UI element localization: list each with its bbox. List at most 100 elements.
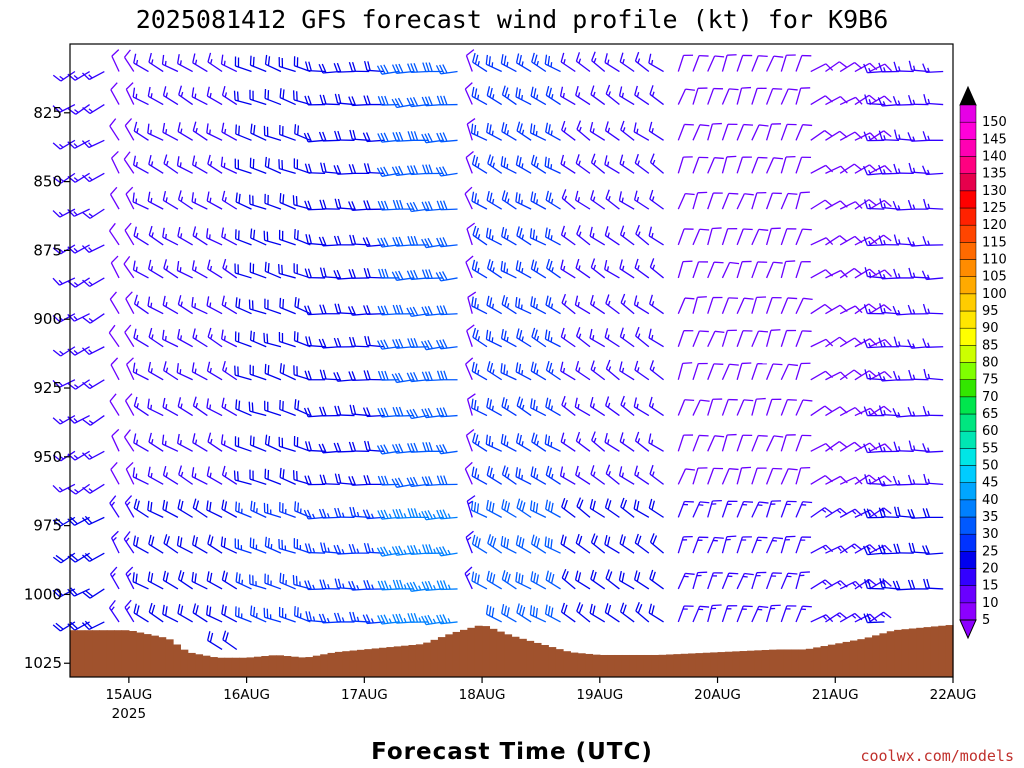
wind-barb [278,229,296,246]
barb-flag [348,61,353,72]
barb-flag [443,580,448,590]
barb-flag [352,336,357,347]
wind-barb [304,370,326,381]
wind-barb [574,397,591,417]
barb-flag [297,125,300,135]
wind-barb [278,606,296,623]
wind-barb [649,85,664,106]
barb-flag [207,327,212,338]
wind-barb [436,132,458,143]
barb-half-flag [551,473,554,479]
ground-terrain [482,626,491,677]
barb-flag [533,536,538,546]
barb-flag [488,399,492,409]
wind-barb [751,571,767,590]
wind-barb [863,508,885,519]
barb-flag [884,371,892,379]
barb-flag [132,535,136,546]
barb-flag [619,225,625,235]
barb-flag [148,225,153,236]
barb-flag [133,603,137,614]
barb-flag [384,370,389,381]
wind-barb [545,122,561,141]
wind-barb [378,268,399,279]
wind-barb [839,441,863,452]
barb-half-flag [550,405,553,411]
wind-barb [333,612,355,623]
wind-barb [111,49,120,72]
barb-flag [67,588,75,597]
barb-flag [348,164,353,174]
barb-flag [67,246,76,254]
barb-flag [548,572,552,582]
barb-flag [802,228,812,231]
barb-flag [591,431,596,441]
barb-flag [648,226,653,237]
barb-flag [907,339,913,349]
barb-flag [633,122,637,132]
barb-half-flag [636,196,640,202]
barb-half-flag [622,58,625,64]
wind-barb [545,397,561,417]
barb-half-flag [403,549,407,555]
barb-half-flag [868,308,872,314]
ground-terrain [563,651,571,677]
barb-shaft [765,435,775,452]
colorbar-label: 20 [982,562,999,577]
wind-barb [81,620,105,630]
barb-shaft [677,193,686,210]
barb-shaft [108,332,120,348]
wind-barb [869,443,892,452]
wind-barb [279,125,296,141]
barb-shaft [692,297,699,314]
barb-flag [151,604,156,615]
barb-flag [352,130,357,140]
wind-barb [191,362,208,381]
barb-flag [518,330,523,340]
wind-barb [162,499,179,518]
barb-flag [82,174,90,183]
wind-barb [207,52,223,73]
barb-flag [471,398,474,409]
barb-flag [318,131,324,142]
barb-flag [439,237,445,247]
barb-shaft [780,228,788,246]
barb-flag [648,121,653,132]
barb-flag [864,369,868,379]
barb-flag [399,199,404,210]
wind-barb [263,502,282,518]
barb-flag [533,261,537,271]
wind-barb [464,82,473,105]
barb-flag [635,224,640,235]
barb-flag [421,269,427,279]
ground-terrain [305,657,314,677]
wind-barb [721,468,739,485]
barb-flag [192,433,196,443]
barb-flag [439,305,445,315]
barb-flag [868,199,877,206]
y-tick-label: 875 [33,241,62,259]
barb-half-flag [882,274,886,279]
wind-barb [176,363,193,381]
wind-barb [407,508,429,519]
wind-barb [618,571,635,590]
wind-barb [206,500,223,518]
barb-flag [547,124,551,134]
barb-flag [892,305,898,316]
barb-flag [593,535,598,545]
wind-barb [264,54,282,73]
barb-flag [321,63,327,73]
barb-flag [82,554,90,562]
barb-half-flag [477,474,480,480]
barb-half-flag [506,198,510,204]
barb-flag [607,571,613,581]
barb-flag [395,199,401,210]
barb-flag [547,399,552,409]
barb-flag [489,467,493,478]
y-tick-label: 1000 [24,585,62,603]
barb-half-flag [868,203,872,209]
wind-barb [575,465,591,485]
barb-flag [397,372,404,382]
ground-terrain [150,635,159,677]
ground-terrain [886,631,895,677]
